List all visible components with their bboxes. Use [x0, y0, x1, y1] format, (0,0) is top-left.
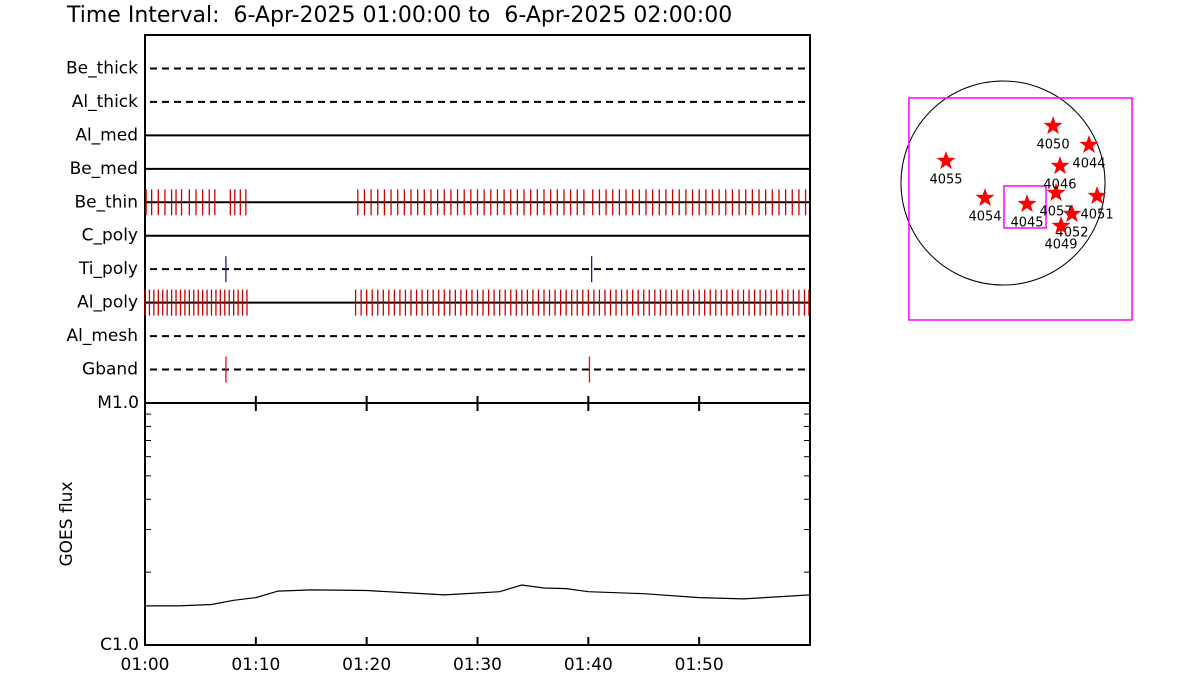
x-tick-label: 01:20	[342, 655, 391, 675]
solar-disk	[900, 80, 1106, 286]
filter-label: Al_mesh	[66, 326, 138, 346]
x-tick-label: 01:10	[231, 655, 280, 675]
y-axis-label: GOES flux	[57, 481, 77, 566]
field-of-view	[1003, 185, 1047, 229]
active-region-marker	[1079, 135, 1099, 153]
active-region-label: 4044	[1072, 156, 1105, 171]
x-tick-label: 01:40	[564, 655, 613, 675]
x-tick-label: 01:50	[675, 655, 724, 675]
active-region-label: 4055	[929, 173, 962, 188]
active-region-label: 4050	[1037, 138, 1070, 153]
active-region-label: 4057	[1039, 204, 1072, 219]
goes-flux-line	[145, 584, 811, 607]
x-tick-label: 01:00	[121, 655, 170, 675]
active-region-label: 4051	[1081, 207, 1114, 222]
active-region-marker	[975, 188, 995, 207]
filter-label: Al_med	[75, 125, 138, 145]
active-region-marker	[1062, 204, 1082, 223]
y-tick-label: C1.0	[100, 635, 139, 655]
filter-label: Ti_poly	[78, 259, 138, 279]
field-of-view	[908, 97, 1133, 321]
active-region-marker	[936, 151, 956, 170]
filter-label: C_poly	[82, 226, 138, 246]
active-region-marker	[1051, 216, 1071, 235]
active-region-marker	[1050, 156, 1070, 175]
filter-label: Al_poly	[77, 293, 138, 313]
active-region-label: 4049	[1044, 238, 1077, 253]
filter-label: Be_thick	[66, 58, 138, 78]
timeline-frame	[144, 34, 811, 404]
active-region-marker	[1046, 183, 1066, 202]
active-region-label: 4046	[1043, 177, 1076, 192]
y-tick-label: M1.0	[97, 393, 139, 413]
active-region-marker	[1017, 194, 1037, 213]
goes-frame	[144, 402, 811, 646]
filter-label: Al_thick	[72, 92, 138, 112]
x-tick-label: 01:30	[453, 655, 502, 675]
plot-title: Time Interval: 6-Apr-2025 01:00:00 to 6-…	[66, 3, 732, 28]
active-region-label: 4045	[1010, 216, 1043, 231]
filter-label: Gband	[82, 360, 138, 380]
active-region-marker	[1043, 116, 1063, 135]
filter-label: Be_med	[70, 159, 138, 179]
filter-label: Be_thin	[74, 192, 138, 212]
active-region-marker	[1087, 186, 1107, 205]
active-region-label: 4054	[968, 209, 1001, 224]
